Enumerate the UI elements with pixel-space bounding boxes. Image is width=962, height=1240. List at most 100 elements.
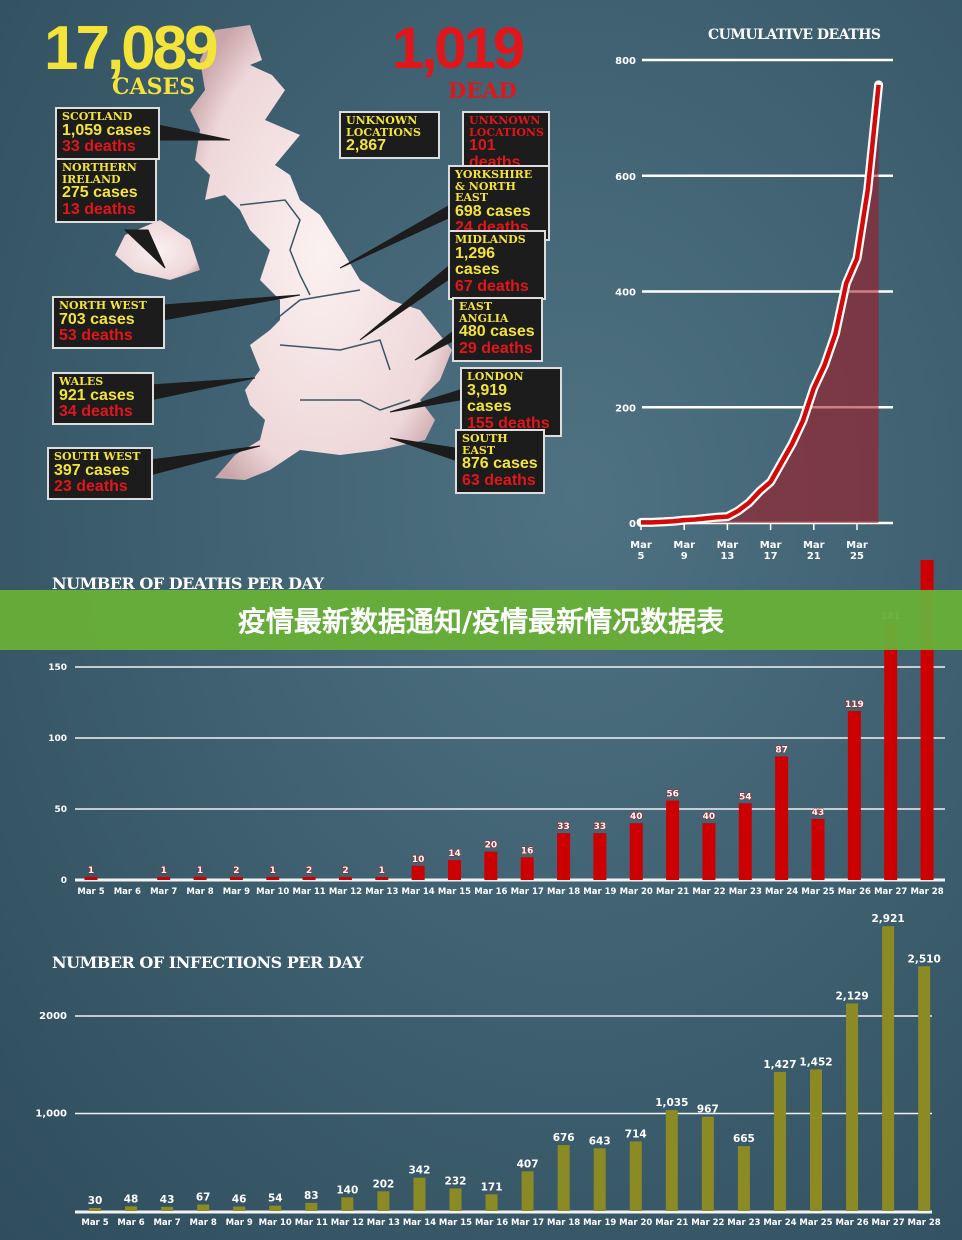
region-callout: YORKSHIRE & NORTH EAST 698 cases 24 deaths (448, 165, 550, 242)
x-tick-label: Mar 20 (620, 887, 653, 897)
region-borders (239, 199, 411, 411)
region-cases: 1,296 cases (455, 244, 500, 279)
area-fill (641, 84, 879, 524)
x-tick-label: Mar 10 (256, 887, 289, 897)
x-tick-label: Mar 13 (367, 1218, 400, 1228)
cumulative-deaths-chart: 0200400600800Mar5Mar9Mar13Mar17Mar21Mar2… (615, 56, 893, 562)
bar (882, 926, 895, 1211)
region-name: MIDLANDS (455, 233, 526, 246)
total-dead-label: DEAD (448, 78, 517, 103)
total-cases-label: CASES (112, 74, 196, 100)
bar (449, 1188, 462, 1211)
bar (847, 711, 861, 880)
region-name: SOUTH EAST (462, 432, 508, 457)
bar (305, 1202, 318, 1211)
data-label: 1 (379, 866, 385, 876)
region-cases: 480 cases (459, 323, 535, 341)
total-cases-number: 17,089 (44, 14, 219, 83)
region-deaths: 33 deaths (62, 138, 136, 156)
x-tick-label: Mar 7 (150, 887, 177, 897)
data-label: 232 (445, 1175, 467, 1187)
data-label: 1,035 (655, 1097, 688, 1109)
x-tick-label: Mar 14 (402, 887, 435, 897)
region-deaths: 13 deaths (62, 200, 136, 218)
bar (338, 877, 352, 880)
data-label: 342 (408, 1165, 430, 1177)
title-banner: 疫情最新数据通知/疫情最新情况数据表 (0, 590, 962, 650)
bar (229, 877, 243, 880)
region-cases: 1,059 cases (62, 121, 151, 139)
data-label: 119 (845, 700, 864, 710)
x-tick-label: Mar 18 (547, 887, 580, 897)
x-tick-label: Mar (846, 540, 868, 551)
region-callout: SOUTH EAST 876 cases 63 deaths (455, 429, 545, 494)
region-callout: SOUTH WEST 397 cases 23 deaths (47, 447, 153, 501)
region-cases: 2,867 (346, 137, 387, 155)
x-tick-label: Mar 15 (439, 1218, 472, 1228)
x-tick-label: Mar 8 (190, 1218, 217, 1228)
bar (125, 1206, 138, 1211)
x-tick-label: Mar 25 (801, 887, 834, 897)
region-callout: NORTHERN IRELAND 275 cases 13 deaths (55, 158, 157, 223)
bar (485, 1194, 498, 1211)
bar (197, 1204, 210, 1211)
region-deaths: 155 deaths (467, 415, 550, 433)
cumulative-deaths-title: CUMULATIVE DEATHS (708, 27, 881, 43)
region-callout: EAST ANGLIA 480 cases 29 deaths (452, 297, 543, 362)
x-tick-label: Mar 5 (81, 1218, 108, 1228)
bar (484, 851, 498, 880)
data-label: 48 (124, 1193, 139, 1205)
bar (702, 823, 716, 880)
region-name: SOUTH WEST (54, 450, 141, 463)
bar (341, 1197, 354, 1211)
region-deaths: 23 deaths (54, 478, 128, 496)
region-deaths: 63 deaths (462, 471, 536, 489)
data-label: 40 (630, 812, 643, 822)
bar (557, 833, 571, 880)
x-tick-label: Mar 11 (293, 887, 326, 897)
data-label: 2,510 (908, 953, 941, 965)
y-tick-label: 50 (54, 805, 67, 815)
data-label: 46 (232, 1194, 247, 1206)
y-tick-label: 100 (48, 734, 67, 744)
data-label: 2,129 (835, 990, 868, 1002)
x-tick-label: Mar 9 (223, 887, 250, 897)
region-callout: WALES 921 cases 34 deaths (52, 372, 154, 426)
bar (161, 1206, 174, 1211)
region-name: LONDON (467, 370, 524, 383)
x-tick-label: Mar 26 (835, 1218, 868, 1228)
region-name: UNKNOWN LOCATIONS (469, 114, 544, 139)
bar (411, 865, 425, 880)
bar (665, 1110, 678, 1211)
y-tick-label: 2000 (39, 1011, 67, 1022)
x-tick-label: 17 (764, 551, 778, 562)
region-callout: UNKNOWN LOCATIONS 101 deaths (462, 111, 550, 176)
x-tick-label: 5 (638, 551, 645, 562)
bar (884, 622, 898, 880)
x-tick-label: 21 (807, 551, 821, 562)
data-label: 2 (233, 866, 239, 876)
bar (738, 803, 752, 880)
x-tick-label: Mar 27 (872, 1218, 905, 1228)
bar (233, 1206, 246, 1211)
x-tick-label: Mar 5 (77, 887, 104, 897)
data-label: 967 (697, 1104, 719, 1116)
data-label: 2 (306, 866, 312, 876)
bar (666, 800, 680, 880)
data-label: 665 (733, 1133, 755, 1145)
region-cases: 275 cases (62, 184, 138, 202)
total-dead-number: 1,019 (392, 16, 525, 81)
bar (918, 966, 931, 1211)
x-tick-label: Mar 24 (765, 887, 798, 897)
data-label: 10 (412, 855, 425, 865)
data-label: 2,921 (871, 913, 904, 925)
x-tick-label: Mar 22 (692, 887, 725, 897)
data-label: 83 (304, 1190, 319, 1202)
infections-per-day-chart: 1,000 2000 Mar 5 30 Mar 6 48 Mar 7 43 Mar 8 67 Mar… (35, 913, 941, 1228)
deaths-per-day-title: NUMBER OF DEATHS PER DAY (52, 574, 324, 593)
region-name: NORTHERN IRELAND (62, 161, 137, 186)
region-name: EAST ANGLIA (459, 300, 509, 325)
region-callout: LONDON 3,919 cases 155 deaths (460, 367, 562, 437)
x-tick-label: Mar 16 (475, 1218, 508, 1228)
region-cases: 3,919 cases (467, 381, 512, 416)
